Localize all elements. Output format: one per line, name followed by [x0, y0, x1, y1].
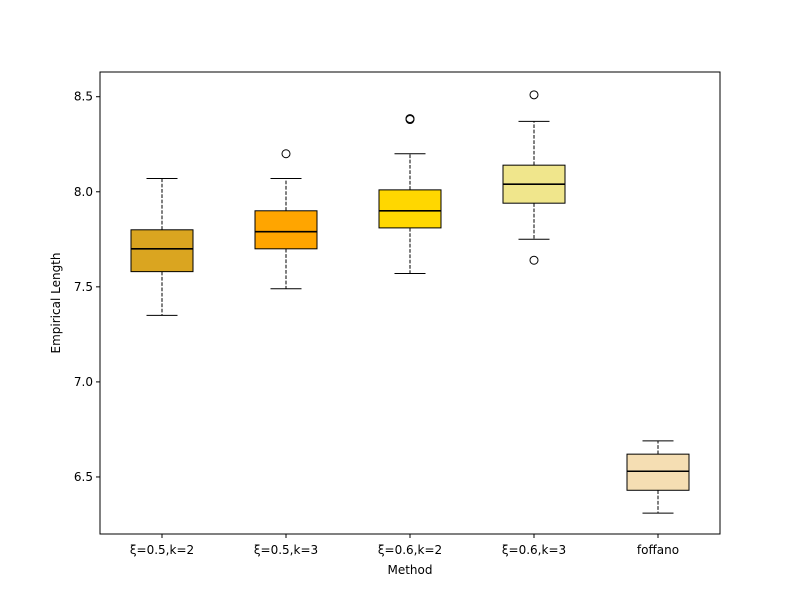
box-group	[626, 440, 690, 514]
box-iqr	[626, 453, 690, 491]
plot-content	[130, 90, 690, 514]
outlier-point	[281, 149, 291, 159]
box-iqr	[130, 229, 194, 273]
y-axis-label: Empirical Length	[49, 253, 63, 354]
x-tick-label: ξ=0.5,k=3	[254, 543, 318, 557]
box-iqr	[254, 210, 318, 250]
x-tick-label: ξ=0.6,k=3	[502, 543, 566, 557]
outlier-point	[529, 90, 539, 100]
x-tick-label: foffano	[637, 543, 679, 557]
box-group	[378, 114, 442, 275]
x-axis: ξ=0.5,k=2 ξ=0.5,k=3 ξ=0.6,k=2 ξ=0.6,k=3 foff…	[130, 534, 679, 557]
y-tick-label: 7.0	[74, 375, 93, 389]
box-group	[502, 90, 566, 265]
y-tick-label: 7.5	[74, 280, 93, 294]
box-group	[254, 149, 318, 290]
y-tick-label: 6.5	[74, 470, 93, 484]
y-tick-label: 8.0	[74, 185, 93, 199]
outlier-point	[529, 255, 539, 265]
box-group	[130, 177, 194, 316]
x-tick-label: ξ=0.5,k=2	[130, 543, 194, 557]
box-iqr	[378, 189, 442, 229]
y-tick-label: 8.5	[74, 90, 93, 104]
y-axis: 6.5 7.0 7.5 8.0 8.5	[74, 90, 100, 484]
x-tick-label: ξ=0.6,k=2	[378, 543, 442, 557]
outlier-point	[405, 114, 415, 124]
x-axis-label: Method	[387, 563, 432, 577]
